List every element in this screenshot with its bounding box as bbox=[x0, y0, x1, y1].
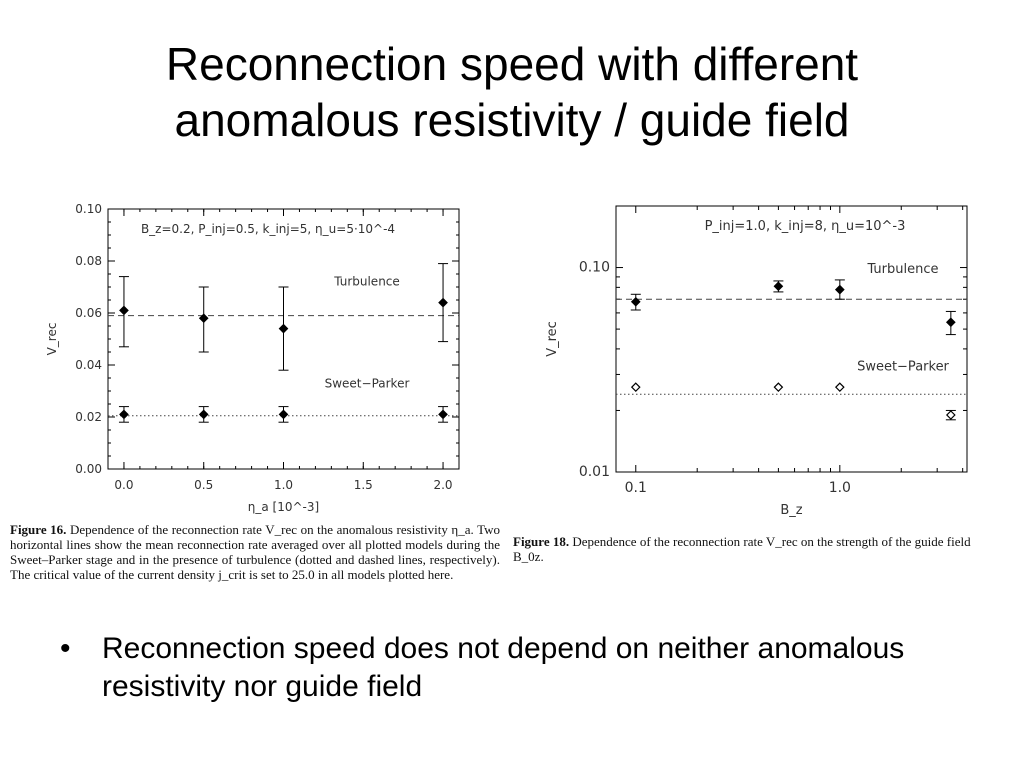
data-point bbox=[198, 409, 209, 420]
data-point bbox=[630, 296, 641, 307]
x-tick-label: 0.0 bbox=[114, 478, 133, 492]
x-axis-label: η_a [10^-3] bbox=[248, 500, 319, 514]
data-point bbox=[278, 323, 289, 334]
x-tick-label: 1.0 bbox=[829, 480, 851, 496]
data-point bbox=[278, 409, 289, 420]
data-point bbox=[438, 409, 448, 420]
data-point bbox=[198, 313, 209, 324]
data-point bbox=[119, 305, 129, 316]
y-tick-label: 0.10 bbox=[579, 260, 610, 276]
y-tick-label: 0.00 bbox=[75, 462, 102, 476]
figure-18-label: Figure 18. bbox=[513, 534, 570, 549]
x-tick-label: 0.1 bbox=[625, 480, 647, 496]
series-label: Sweet−Parker bbox=[857, 359, 949, 374]
data-point bbox=[945, 410, 956, 420]
figure-18-caption: Figure 18. Dependence of the reconnectio… bbox=[513, 534, 1003, 564]
chart-vrec-vs-eta: 0.0 0.5 1.0 1.5 2.0 0.00 0.02 0.04 0.06 0.08 0.10 η… bbox=[45, 202, 460, 514]
parameter-annotation: B_z=0.2, P_inj=0.5, k_inj=5, η_u=5·10^-4 bbox=[141, 222, 395, 236]
data-point bbox=[438, 297, 448, 308]
x-tick-label: 1.5 bbox=[354, 478, 373, 492]
series-label: Turbulence bbox=[866, 262, 938, 277]
x-tick-label: 1.0 bbox=[274, 478, 293, 492]
series-label: Turbulence bbox=[333, 275, 400, 289]
y-tick-label: 0.04 bbox=[75, 358, 102, 372]
y-tick-label: 0.02 bbox=[75, 410, 102, 424]
x-tick-label: 0.5 bbox=[194, 478, 213, 492]
bullet-text: Reconnection speed does not depend on ne… bbox=[102, 632, 905, 703]
figure-16-label: Figure 16. bbox=[10, 522, 67, 537]
data-point bbox=[630, 382, 641, 393]
data-point bbox=[773, 281, 784, 292]
slide-title-line-2: anomalous resistivity / guide field bbox=[174, 94, 850, 146]
series-label: Sweet−Parker bbox=[325, 377, 410, 391]
data-point bbox=[834, 382, 845, 393]
y-tick-label: 0.06 bbox=[75, 306, 102, 320]
figure-16-text: Dependence of the reconnection rate V_re… bbox=[10, 522, 500, 582]
plot-frame bbox=[615, 205, 968, 473]
y-tick-label: 0.01 bbox=[579, 464, 610, 480]
x-axis-label: B_z bbox=[780, 503, 802, 518]
x-tick-label: 2.0 bbox=[433, 478, 452, 492]
data-point bbox=[773, 382, 784, 393]
chart-vrec-vs-bz: 0.1 1.0 0.01 0.10 B_z V_rec P_inj=1.0, k_inj=8… bbox=[545, 205, 968, 518]
y-tick-label: 0.10 bbox=[75, 202, 102, 216]
data-point bbox=[119, 409, 129, 420]
y-axis-label: V_rec bbox=[545, 321, 560, 357]
bullet-symbol: • bbox=[60, 632, 71, 665]
figure-18-text: Dependence of the reconnection rate V_re… bbox=[513, 534, 971, 564]
figure-16-caption: Figure 16. Dependence of the reconnectio… bbox=[10, 522, 500, 582]
parameter-annotation: P_inj=1.0, k_inj=8, η_u=10^-3 bbox=[705, 219, 906, 234]
y-axis-label: V_rec bbox=[45, 323, 59, 356]
data-point bbox=[834, 284, 845, 295]
data-point bbox=[945, 317, 956, 328]
slide-title-line-1: Reconnection speed with different bbox=[165, 38, 859, 90]
y-tick-label: 0.08 bbox=[75, 254, 102, 268]
slide-title: Reconnection speed with different anomal… bbox=[0, 36, 1024, 148]
